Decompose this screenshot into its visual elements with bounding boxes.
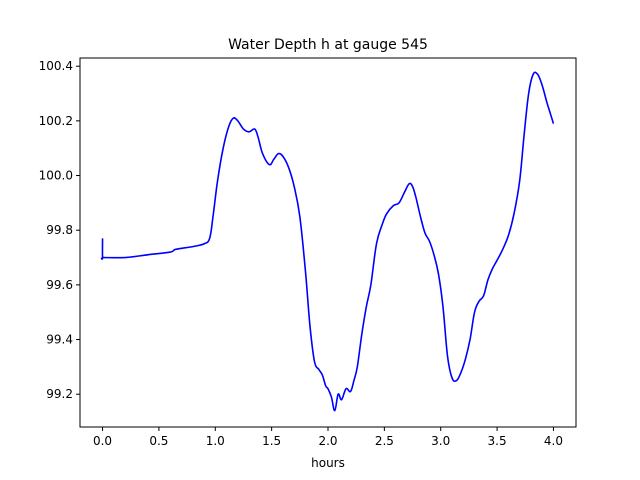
y-tick-label: 100.2 xyxy=(39,114,73,128)
x-tick-label: 1.5 xyxy=(262,434,281,448)
y-tick-label: 99.2 xyxy=(46,387,73,401)
x-tick-label: 0.5 xyxy=(149,434,168,448)
x-tick-label: 2.5 xyxy=(375,434,394,448)
y-tick-label: 100.4 xyxy=(39,59,73,73)
x-axis-label: hours xyxy=(311,456,345,470)
y-tick-label: 99.8 xyxy=(46,223,73,237)
y-tick-label: 100.0 xyxy=(39,169,73,183)
ticks-layer: 0.0 0.5 1.0 1.5 2.0 2.5 3.0 3.5 4.0 99.2 99.4 99.6 9… xyxy=(39,59,563,448)
x-tick-label: 1.0 xyxy=(206,434,225,448)
plot-area-frame xyxy=(79,57,577,428)
x-tick-label: 4.0 xyxy=(544,434,563,448)
y-tick-label: 99.4 xyxy=(46,333,73,347)
chart-title: Water Depth h at gauge 545 xyxy=(228,37,428,53)
x-tick-label: 2.0 xyxy=(318,434,337,448)
x-tick-label: 0.0 xyxy=(93,434,112,448)
x-tick-label: 3.0 xyxy=(431,434,450,448)
series-line xyxy=(100,71,555,412)
y-tick-label: 99.6 xyxy=(46,278,73,292)
x-tick-label: 3.5 xyxy=(488,434,507,448)
series-layer xyxy=(100,71,555,412)
